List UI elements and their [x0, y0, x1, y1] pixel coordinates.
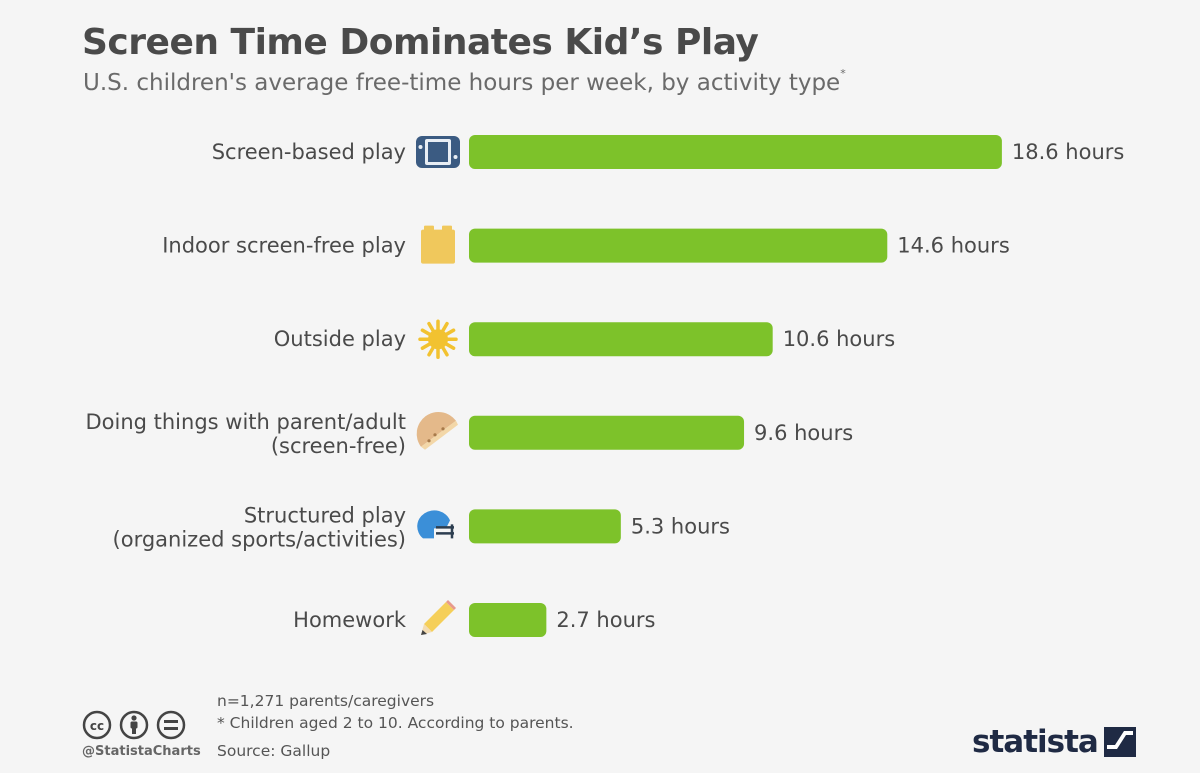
- cc-icon: cc: [82, 710, 112, 740]
- bar: [469, 135, 1002, 169]
- bar: [469, 415, 745, 450]
- bar-row: Homework 2.7 hours: [293, 600, 655, 637]
- sample-size-note: n=1,271 parents/caregivers: [217, 692, 435, 710]
- sun-icon: [418, 319, 458, 359]
- value-label: 5.3 hours: [631, 514, 730, 538]
- value-label: 14.6 hours: [897, 234, 1009, 258]
- game-controller-icon: [416, 136, 460, 168]
- value-label: 9.6 hours: [754, 421, 853, 445]
- football-helmet-icon: [417, 510, 454, 539]
- bar: [469, 322, 773, 357]
- bar: [469, 228, 888, 263]
- bar: [469, 603, 547, 637]
- category-label: Structured play (organized sports/activit…: [113, 503, 406, 551]
- category-label-line: (organized sports/activities): [113, 527, 406, 551]
- source-note: Source: Gallup: [217, 742, 331, 760]
- bar-row: Structured play (organized sports/activit…: [113, 503, 730, 551]
- bar: [469, 509, 621, 544]
- bar-row: Indoor screen-free play 14.6 hours: [162, 225, 1010, 264]
- pencil-icon: [421, 600, 456, 635]
- nd-icon: [156, 710, 186, 740]
- subtitle-footnote-marker: *: [840, 67, 846, 80]
- statista-logo-icon: [1103, 727, 1136, 757]
- category-label-line: Doing things with parent/adult: [85, 410, 406, 434]
- footnote: * Children aged 2 to 10. According to pa…: [217, 714, 574, 732]
- svg-text:cc: cc: [90, 719, 104, 733]
- license-icons: cc: [82, 710, 192, 746]
- toy-block-icon: [421, 225, 455, 264]
- chart-subtitle: U.S. children's average free-time hours …: [83, 67, 846, 96]
- category-label: Screen-based play: [212, 140, 406, 164]
- bar-row: Outside play 10.6 hours: [274, 319, 895, 359]
- category-label-line: (screen-free): [271, 434, 406, 458]
- value-label: 10.6 hours: [783, 327, 895, 351]
- statista-logo[interactable]: statista: [972, 724, 1136, 760]
- category-label: Doing things with parent/adult (screen-fr…: [85, 410, 406, 458]
- value-label: 18.6 hours: [1012, 140, 1124, 164]
- category-label-line: Structured play: [244, 503, 406, 527]
- by-icon: [119, 710, 149, 740]
- subtitle-text: U.S. children's average free-time hours …: [83, 70, 841, 96]
- bar-chart: Screen-based play 18.6 hours Indoor screen…: [85, 135, 1124, 637]
- chart-title: Screen Time Dominates Kid’s Play: [82, 22, 759, 63]
- bar-row: Screen-based play 18.6 hours: [212, 135, 1124, 169]
- category-label: Outside play: [274, 327, 406, 351]
- taco-icon: [416, 411, 458, 450]
- category-label: Indoor screen-free play: [162, 234, 406, 258]
- brand-name: statista: [972, 724, 1099, 760]
- bar-row: Doing things with parent/adult (screen-fr…: [85, 410, 853, 458]
- value-label: 2.7 hours: [556, 608, 655, 632]
- category-label: Homework: [293, 608, 407, 632]
- statista-handle: @StatistaCharts: [82, 744, 201, 759]
